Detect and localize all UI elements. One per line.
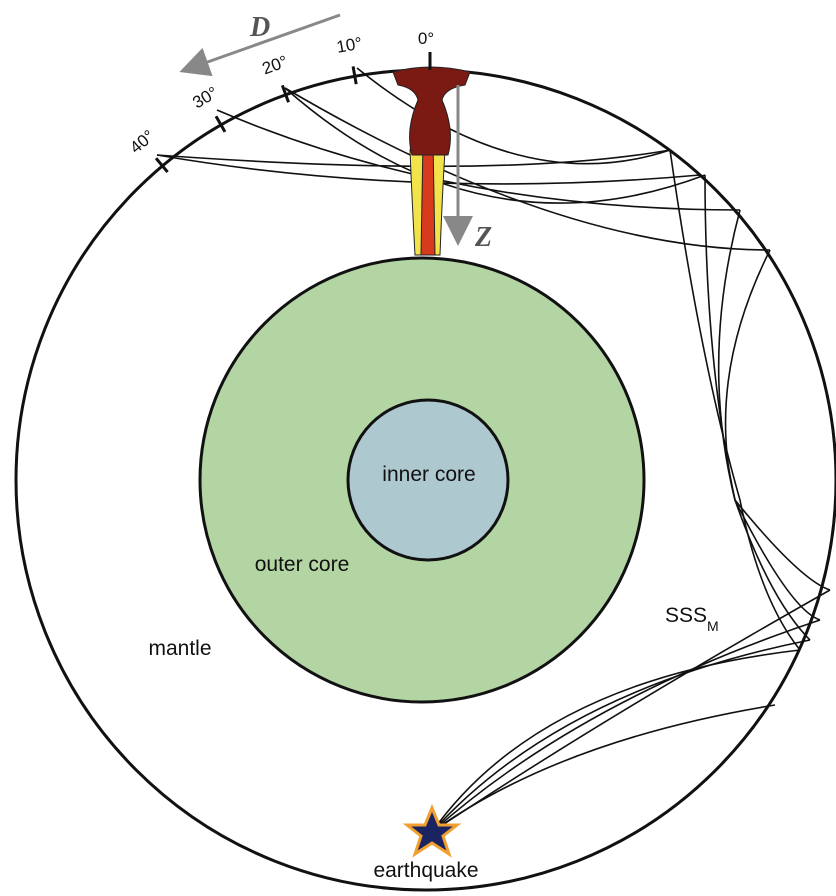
degree-label: 40° [126,126,158,157]
source-label: earthquake [373,859,478,882]
degree-label: 0° [418,29,434,48]
degree-label: 20° [260,52,291,79]
outer-core-label: outer core [255,553,350,576]
inner-core-label: inner core [382,463,475,486]
degree-label: 30° [189,83,221,112]
distance-label: D [249,12,270,43]
phase-subscript: M [707,618,719,634]
mantle-label: mantle [148,637,211,660]
earth-diagram: D Z inner core outer core mantle SSSM ea… [0,0,836,896]
depth-label: Z [474,222,492,253]
degree-label: 10° [335,34,364,57]
phase-name: SSS [665,604,707,627]
